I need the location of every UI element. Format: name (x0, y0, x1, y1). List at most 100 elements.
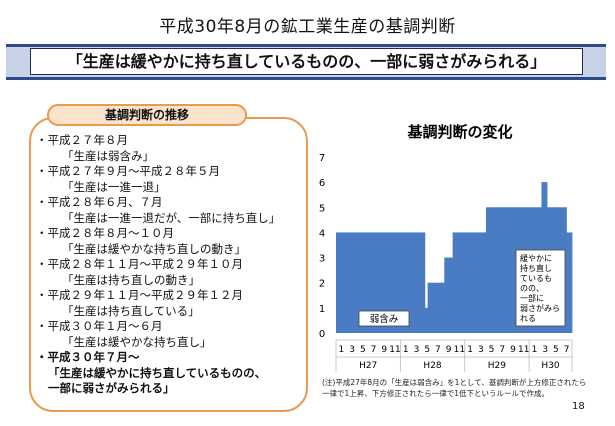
x-tick-month: 1 (338, 345, 344, 355)
bar (427, 282, 431, 333)
annotation-layer: 弱含み 緩やかに持ち直しているものの、一部に弱さがみられる (358, 249, 566, 327)
bar (430, 282, 434, 333)
bar (452, 232, 456, 333)
annotation-text: 持ち直し (520, 263, 552, 273)
footnote: (注)平成27年8月の「生産は弱含み」を1として、基調判断が上方修正されたら 一… (322, 377, 602, 399)
history-period: ・平成２９年１１月～平成２９年１２月 (36, 288, 243, 302)
bar (377, 232, 381, 333)
history-judgment: 「生産は持ち直しの動き」 (62, 272, 200, 287)
bar (336, 232, 340, 333)
bar (413, 232, 417, 333)
bar (397, 232, 401, 333)
x-tick-month: 9 (510, 345, 516, 355)
bar (444, 257, 448, 333)
x-tick-month: 5 (360, 345, 366, 355)
history-item: ・平成２８年８月～１０月 「生産は緩やかな持ち直しの動き」 (36, 226, 306, 257)
bar (360, 232, 365, 333)
x-tick-year: H28 (423, 361, 441, 371)
x-tick-year: H30 (541, 361, 559, 371)
bar (394, 232, 398, 333)
history-judgment-line1: 「生産は緩やかに持ち直しているものの、 (48, 365, 267, 380)
bar (435, 282, 440, 333)
bar (399, 232, 404, 333)
bar (505, 207, 509, 333)
bar (513, 207, 517, 333)
annotation-box (358, 310, 410, 327)
history-panel (29, 117, 308, 412)
x-tick-month: 3 (478, 345, 484, 355)
history-judgment-line2: 一部に弱さがみられる」 (48, 381, 175, 395)
history-judgment: 「生産は緩やかな持ち直しの動き」 (62, 241, 246, 256)
bar (488, 207, 492, 333)
history-judgment: 「生産は弱含み」 (62, 148, 154, 163)
bar (344, 232, 348, 333)
bar (474, 232, 478, 333)
history-judgment: 「生産は持ち直している」 (62, 303, 200, 318)
history-item: ・平成２７年８月 「生産は弱含み」 (36, 133, 306, 164)
y-tick-label: 4 (319, 228, 325, 239)
bar (366, 232, 370, 333)
bar (480, 232, 484, 333)
bar (388, 232, 392, 333)
bar (416, 232, 420, 333)
bar (569, 232, 573, 333)
annotation-text: 弱含み (370, 313, 399, 325)
bar (455, 232, 459, 333)
y-tick-label: 2 (319, 279, 325, 290)
x-tick-month: 3 (542, 345, 548, 355)
bar (369, 232, 373, 333)
x-tick-month: 7 (435, 345, 441, 355)
x-tick-month: 1 (532, 345, 538, 355)
annotation-text: れる (520, 314, 536, 323)
x-tick-month: 3 (349, 345, 355, 355)
bar (408, 232, 412, 333)
bar (374, 232, 379, 333)
bar (338, 232, 342, 333)
headline: 「生産は緩やかに持ち直しているものの、一部に弱さがみられる」 (30, 48, 583, 75)
footnote-line: (注)平成27年8月の「生産は弱含み」を1として、基調判断が上方修正されたら (322, 378, 587, 387)
x-tick-month: 7 (499, 345, 505, 355)
y-tick-label: 1 (319, 304, 325, 315)
x-tick-month: 1 (403, 345, 409, 355)
bar (385, 232, 390, 333)
annotation-text: のの、 (520, 284, 544, 293)
bar (349, 232, 354, 333)
y-tick-label: 5 (319, 203, 325, 214)
x-tick-month: 5 (424, 345, 430, 355)
history-period: ・平成２８年１１月～平成２９年１０月 (36, 257, 243, 271)
y-tick-label: 0 (319, 329, 325, 340)
history-period: ・平成２８年６月、７月 (36, 195, 163, 209)
x-tick-month: 11 (389, 345, 400, 355)
bar (358, 232, 362, 333)
x-tick-month: 5 (553, 345, 559, 355)
bar (422, 232, 426, 333)
history-period: ・平成３０年７月～ (36, 350, 140, 364)
x-tick-month: 11 (518, 345, 529, 355)
history-list: ・平成２７年８月 「生産は弱含み」 ・平成２７年９月～平成２８年５月 「生産は一進一… (36, 133, 306, 397)
bar (419, 232, 423, 333)
bar (380, 232, 384, 333)
bar (508, 207, 512, 333)
y-tick-label: 7 (319, 153, 325, 164)
history-item: ・平成２８年１１月～平成２９年１０月 「生産は持ち直しの動き」 (36, 257, 306, 288)
bar (494, 207, 498, 333)
bar (491, 207, 495, 333)
y-tick-label: 3 (319, 254, 325, 265)
bar (402, 232, 406, 333)
bar (391, 232, 395, 333)
history-period: ・平成２７年８月 (36, 133, 128, 147)
x-tick-month: 5 (489, 345, 495, 355)
bar (483, 232, 487, 333)
x-tick-month: 7 (371, 345, 377, 355)
y-tick-label: 6 (319, 178, 325, 189)
annotation-text: 緩やかに (520, 253, 552, 263)
history-judgment: 「生産は一進一退」 (62, 179, 166, 194)
bar (566, 232, 570, 333)
history-item: ・平成２７年９月～平成２８年５月 「生産は一進一退」 (36, 164, 306, 195)
x-tick-month: 9 (381, 345, 387, 355)
history-item: ・平成３０年１月～６月 「生産は緩やかな持ち直し」 (36, 319, 306, 350)
bar (347, 232, 351, 333)
bar (497, 207, 501, 333)
history-period: ・平成２７年９月～平成２８年５月 (36, 164, 220, 178)
